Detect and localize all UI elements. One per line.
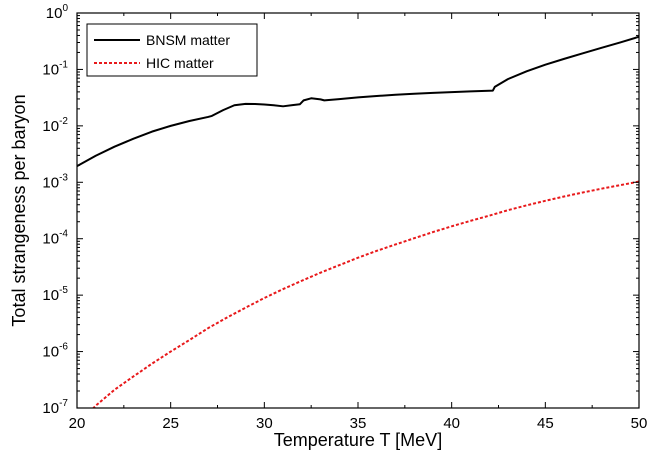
x-tick-label: 45	[537, 415, 554, 432]
y-tick-label: 10-3	[42, 172, 68, 191]
legend-box	[86, 23, 258, 77]
legend-label-bnsm: BNSM matter	[146, 32, 230, 48]
y-axis-title: Total strangeness per baryon	[9, 94, 29, 326]
series-line-bnsm	[77, 35, 639, 168]
x-tick-label: 40	[443, 415, 460, 432]
x-tick-label: 35	[350, 415, 367, 432]
y-tick-label: 10-5	[42, 285, 68, 304]
series-line-hic	[92, 180, 639, 408]
legend-label-hic: HIC matter	[146, 55, 214, 71]
legend: BNSM matter HIC matter	[86, 23, 258, 77]
y-tick-label: 10-2	[42, 116, 68, 135]
y-tick-label: 100	[46, 3, 69, 22]
x-axis-title: Temperature T [MeV]	[274, 430, 442, 450]
series-layer	[77, 35, 639, 408]
y-tick-label: 10-1	[42, 59, 68, 78]
x-tick-label: 50	[631, 415, 648, 432]
x-tick-label: 20	[69, 415, 86, 432]
y-tick-label: 10-7	[42, 398, 68, 417]
x-tick-label: 25	[162, 415, 179, 432]
x-axis: 20 25 30 35 40 45 50	[69, 13, 648, 432]
y-axis: 10-7 10-6 10-5 10-4 10-3 10-2 10-1 100	[42, 3, 639, 417]
y-tick-label: 10-4	[42, 229, 68, 248]
x-tick-label: 30	[256, 415, 273, 432]
y-tick-label: 10-6	[42, 342, 68, 361]
